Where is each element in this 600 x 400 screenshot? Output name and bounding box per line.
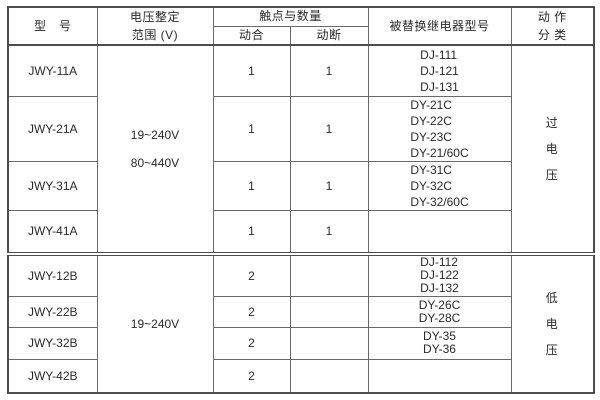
model-cell: JWY-42B — [7, 358, 98, 394]
col-header-replaced-relay: 被替换继电器型号 — [367, 6, 512, 46]
voltage-range-cell: 19~240V 80~440V — [96, 44, 214, 255]
model-cell: JWY-12B — [7, 252, 98, 297]
voltage-value: 19~240V — [130, 317, 180, 331]
normally-closed-count: 1 — [289, 95, 369, 162]
model-cell: JWY-32B — [7, 326, 98, 360]
replaced-models-cell: DJ-112 DJ-122 DJ-132 — [367, 252, 512, 297]
table-row-jwy-21a: JWY-21A 1 1 DY-21C DY-22C DY-23C DY-21/6… — [7, 95, 594, 162]
voltage-value: 80~440V — [130, 156, 180, 170]
replaced-models-cell: DY-26C DY-28C — [367, 295, 512, 328]
normally-open-count: 1 — [212, 44, 291, 97]
col-header-model: 型 号 — [7, 6, 98, 46]
voltage-header-line2: 范围 (V) — [131, 28, 179, 42]
replaced-models-list: DY-31C DY-32C DY-32/60C — [410, 162, 469, 209]
model-cell: JWY-22B — [7, 295, 98, 328]
action-class-cell: 过 电 压 — [510, 44, 595, 255]
table-row-jwy-12b: JWY-12B 19~240V 2 DJ-112 DJ-122 DJ-132 低… — [7, 252, 595, 394]
action-class-char: 电 — [545, 317, 559, 331]
replaced-models-cell: DY-21C DY-22C DY-23C DY-21/60C — [367, 95, 512, 162]
normally-open-count: 2 — [212, 326, 291, 360]
replaced-model: DY-26C — [418, 297, 461, 312]
replaced-model: DJ-122 — [420, 268, 459, 283]
voltage-range-cell: 19~240V — [96, 252, 214, 394]
replaced-model: DJ-112 — [420, 255, 458, 270]
normally-closed-count: 1 — [289, 44, 369, 97]
table-row-jwy-32b: JWY-32B 2 DY-35 DY-36 — [7, 326, 594, 360]
replaced-model: DJ-132 — [420, 281, 459, 296]
normally-open-count: 1 — [212, 95, 291, 162]
table-row-jwy-41a: JWY-41A 1 1 — [7, 209, 594, 255]
table-row-jwy-42b: JWY-42B 2 — [7, 358, 594, 394]
col-header-contacts: 触点与数量 — [212, 6, 369, 27]
replaced-model: DY-35 — [423, 329, 456, 343]
replaced-model: DY-32/60C — [410, 194, 469, 209]
action-class-char: 过 — [545, 116, 559, 130]
replaced-models-list: DJ-111 DJ-121 DJ-131 — [420, 47, 459, 95]
col-header-action-class: 动 作 分 类 — [510, 6, 595, 46]
replaced-models-cell: DY-35 DY-36 — [367, 326, 512, 360]
action-header-line1: 动 作 — [537, 10, 567, 24]
replaced-model: DY-23C — [410, 129, 452, 144]
normally-closed-count — [289, 295, 369, 328]
replaced-model: DJ-131 — [420, 79, 459, 94]
action-class-cell: 低 电 压 — [510, 252, 595, 394]
replaced-model: DY-21/60C — [410, 145, 469, 160]
replaced-models-list: DJ-112 DJ-122 DJ-132 — [420, 255, 459, 296]
normally-open-count: 2 — [212, 252, 291, 297]
table-header: 型 号 电压整定 范围 (V) 触点与数量 被替换继电器型号 动 作 分 类 动… — [7, 6, 595, 46]
model-cell: JWY-31A — [7, 160, 98, 211]
replaced-models-cell: DY-31C DY-32C DY-32/60C — [367, 160, 512, 211]
normally-closed-count — [289, 358, 369, 394]
action-header-line2: 分 类 — [537, 28, 567, 42]
replaced-models-list: DY-35 DY-36 — [423, 330, 456, 356]
replaced-model: DY-28C — [418, 310, 461, 325]
normally-closed-count — [289, 326, 369, 360]
action-class-char: 压 — [545, 343, 559, 357]
voltage-value: 19~240V — [130, 128, 180, 142]
replaced-model: DJ-121 — [420, 63, 459, 78]
model-cell: JWY-21A — [7, 95, 98, 162]
replaced-models-list: DY-21C DY-22C DY-23C DY-21/60C — [410, 97, 469, 160]
col-header-voltage-range: 电压整定 范围 (V) — [96, 6, 214, 46]
normally-closed-count: 1 — [289, 160, 369, 211]
action-class-char: 低 — [545, 291, 559, 305]
model-cell: JWY-11A — [7, 44, 98, 97]
normally-open-count: 2 — [212, 358, 291, 394]
replaced-model: DY-31C — [410, 162, 452, 177]
replaced-model: DY-32C — [410, 178, 452, 193]
section-overvoltage: JWY-11A 19~240V 80~440V 1 1 DJ-111 DJ-12… — [7, 44, 595, 255]
replaced-models-cell — [367, 358, 512, 394]
section-undervoltage: JWY-12B 19~240V 2 DJ-112 DJ-122 DJ-132 低… — [7, 252, 595, 394]
normally-closed-count: 1 — [289, 209, 369, 255]
replaced-model: DY-21C — [410, 97, 452, 112]
normally-open-count: 1 — [212, 209, 291, 255]
col-header-normally-closed: 动断 — [289, 25, 369, 46]
replaced-models-cell — [367, 209, 512, 255]
table-row-jwy-11a: JWY-11A 19~240V 80~440V 1 1 DJ-111 DJ-12… — [7, 44, 595, 255]
action-class-char: 压 — [545, 168, 559, 182]
col-header-normally-open: 动合 — [212, 25, 291, 46]
table-row-jwy-31a: JWY-31A 1 1 DY-31C DY-32C DY-32/60C — [7, 160, 594, 211]
replaced-model: DJ-111 — [420, 47, 458, 62]
normally-open-count: 2 — [212, 295, 291, 328]
normally-closed-count — [289, 252, 369, 297]
relay-spec-table: 型 号 电压整定 范围 (V) 触点与数量 被替换继电器型号 动 作 分 类 动… — [7, 6, 596, 394]
action-class-char: 电 — [545, 142, 559, 156]
replaced-models-cell: DJ-111 DJ-121 DJ-131 — [367, 44, 512, 97]
header-row-1: 型 号 电压整定 范围 (V) 触点与数量 被替换继电器型号 动 作 分 类 — [7, 6, 595, 46]
replaced-model: DY-22C — [410, 113, 452, 128]
model-cell: JWY-41A — [7, 209, 98, 255]
replaced-model: DY-36 — [423, 342, 456, 356]
normally-open-count: 1 — [212, 160, 291, 211]
table-row-jwy-22b: JWY-22B 2 DY-26C DY-28C — [7, 295, 594, 328]
replaced-models-list: DY-26C DY-28C — [418, 297, 461, 325]
voltage-header-line1: 电压整定 — [129, 10, 180, 24]
